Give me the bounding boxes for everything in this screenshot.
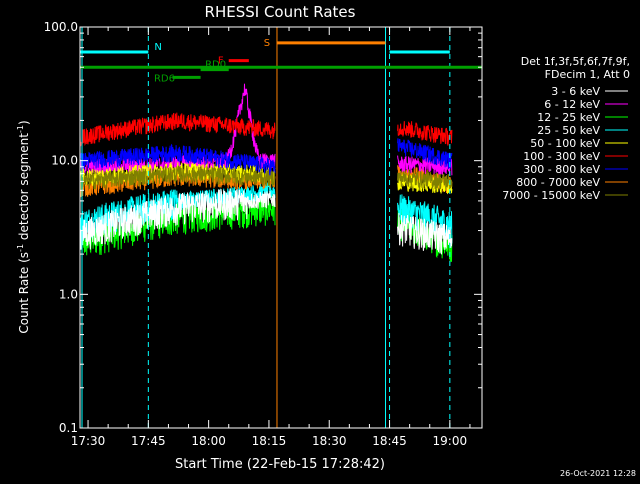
footer-date: 26-Oct-2021 12:28	[560, 469, 636, 478]
x-tick-label-7: 19:00	[433, 434, 468, 448]
x-tick-label-1: 17:30	[71, 434, 106, 448]
series-line-3-1	[79, 193, 276, 256]
series-line-1-1	[79, 188, 276, 250]
series-line-7-1	[79, 143, 276, 176]
legend-label-9: 7000 - 15000 keV	[502, 189, 600, 202]
legend-label-1: 3 - 6 keV	[551, 85, 600, 98]
series-line-6-1	[79, 112, 276, 147]
series-line-6-2	[397, 121, 453, 146]
series-line-9-1	[79, 165, 276, 191]
flag-label-rd0: RD0	[205, 60, 226, 71]
legend-header-2: FDecim 1, Att 0	[545, 68, 630, 81]
legend-label-4: 25 - 50 keV	[537, 124, 600, 137]
series-line-2-2	[397, 155, 453, 176]
chart-title: RHESSI Count Rates	[205, 3, 356, 21]
series-line-1-2	[397, 212, 453, 255]
x-tick-label-6: 18:45	[372, 434, 407, 448]
x-tick-label-5: 18:30	[312, 434, 347, 448]
series-line-7-2	[397, 138, 453, 169]
y-tick-label-4: 0.1	[59, 421, 78, 435]
x-tick-label-4: 18:15	[252, 434, 287, 448]
y-tick-label-1: 100.0	[44, 20, 78, 34]
y-tick-label-3: 1.0	[59, 287, 78, 301]
flag-label-n: N	[154, 42, 161, 53]
legend-label-5: 50 - 100 keV	[530, 137, 600, 150]
legend: Det 1f,3f,5f,6f,7f,9f,FDecim 1, Att 0 3 -…	[502, 55, 630, 202]
legend-label-6: 100 - 300 keV	[523, 150, 600, 163]
legend-label-8: 800 - 7000 keV	[516, 176, 600, 189]
x-tick-label-3: 18:00	[191, 434, 226, 448]
y-tick-label-2: 10.0	[51, 154, 78, 168]
flag-label-s: S	[264, 38, 270, 49]
legend-header-1: Det 1f,3f,5f,6f,7f,9f,	[521, 55, 630, 68]
flag-label-rd6: RD6	[154, 73, 175, 84]
axis-frame	[79, 26, 483, 429]
x-axis-label: Start Time (22-Feb-15 17:28:42)	[175, 457, 385, 472]
legend-label-3: 12 - 25 keV	[537, 111, 600, 124]
series-line-9-2	[397, 170, 453, 190]
flag-label-f: F	[218, 56, 224, 67]
legend-label-7: 300 - 800 keV	[523, 163, 600, 176]
x-tick-label-2: 17:45	[131, 434, 166, 448]
y-axis-label: Count Rate (s-1 detector segment-1)	[16, 120, 31, 333]
legend-label-2: 6 - 12 keV	[544, 98, 600, 111]
